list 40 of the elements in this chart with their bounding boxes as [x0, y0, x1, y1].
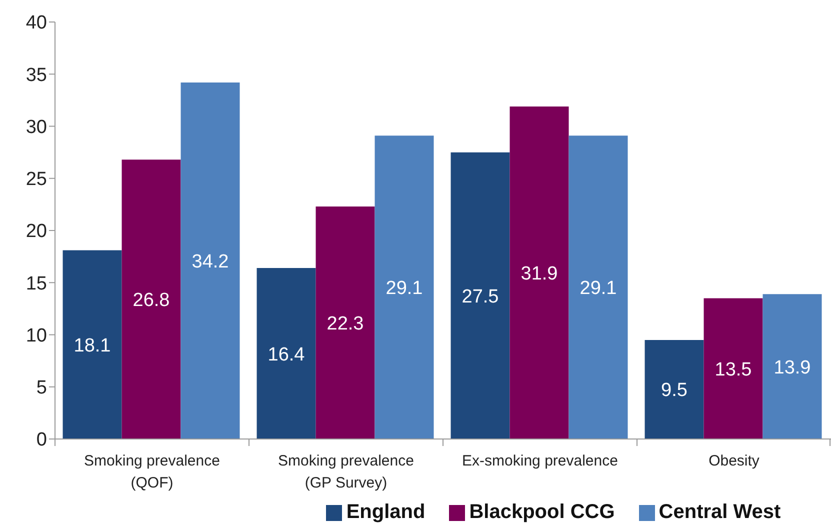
legend-label: England: [346, 501, 426, 523]
data-label: 13.9: [774, 357, 811, 378]
x-tick-label: Obesity: [708, 452, 760, 470]
legend-label: Blackpool CCG: [469, 501, 615, 523]
bar: [568, 136, 628, 439]
data-label: 13.5: [714, 359, 752, 380]
bar: [316, 206, 375, 439]
data-label: 31.9: [520, 263, 558, 284]
y-tick-label: 35: [26, 64, 47, 86]
bar: [510, 106, 569, 439]
bar: [644, 340, 704, 439]
bar: [180, 82, 240, 439]
data-label: 34.2: [192, 251, 229, 272]
bar: [704, 298, 763, 439]
data-label: 29.1: [386, 278, 423, 300]
y-tick-label: 0: [36, 430, 47, 451]
y-tick-label: 10: [26, 325, 47, 346]
y-tick-label: 20: [26, 221, 47, 242]
bar: [122, 160, 181, 439]
data-label: 27.5: [462, 286, 499, 308]
y-tick-label: 15: [26, 273, 47, 294]
data-label: 26.8: [132, 290, 170, 312]
x-tick-label: Smoking prevalence (GP Survey): [278, 452, 414, 492]
bar: [256, 268, 316, 439]
data-label: 22.3: [326, 314, 364, 335]
y-tick-label: 25: [26, 169, 47, 190]
bar: [762, 294, 822, 439]
y-tick-label: 5: [36, 378, 47, 399]
bar: [62, 250, 122, 439]
data-label: 29.1: [580, 278, 617, 300]
data-label: 16.4: [268, 344, 306, 366]
data-label: 9.5: [661, 380, 688, 402]
x-tick-label: Smoking prevalence (QOF): [84, 452, 220, 492]
x-tick-label: Ex-smoking prevalence: [462, 452, 618, 470]
legend-label: Central West: [658, 501, 781, 523]
y-tick-label: 30: [26, 116, 47, 138]
bar: [450, 152, 510, 439]
y-tick-label: 40: [26, 12, 47, 34]
bar: [374, 136, 434, 439]
data-label: 18.1: [74, 335, 111, 356]
